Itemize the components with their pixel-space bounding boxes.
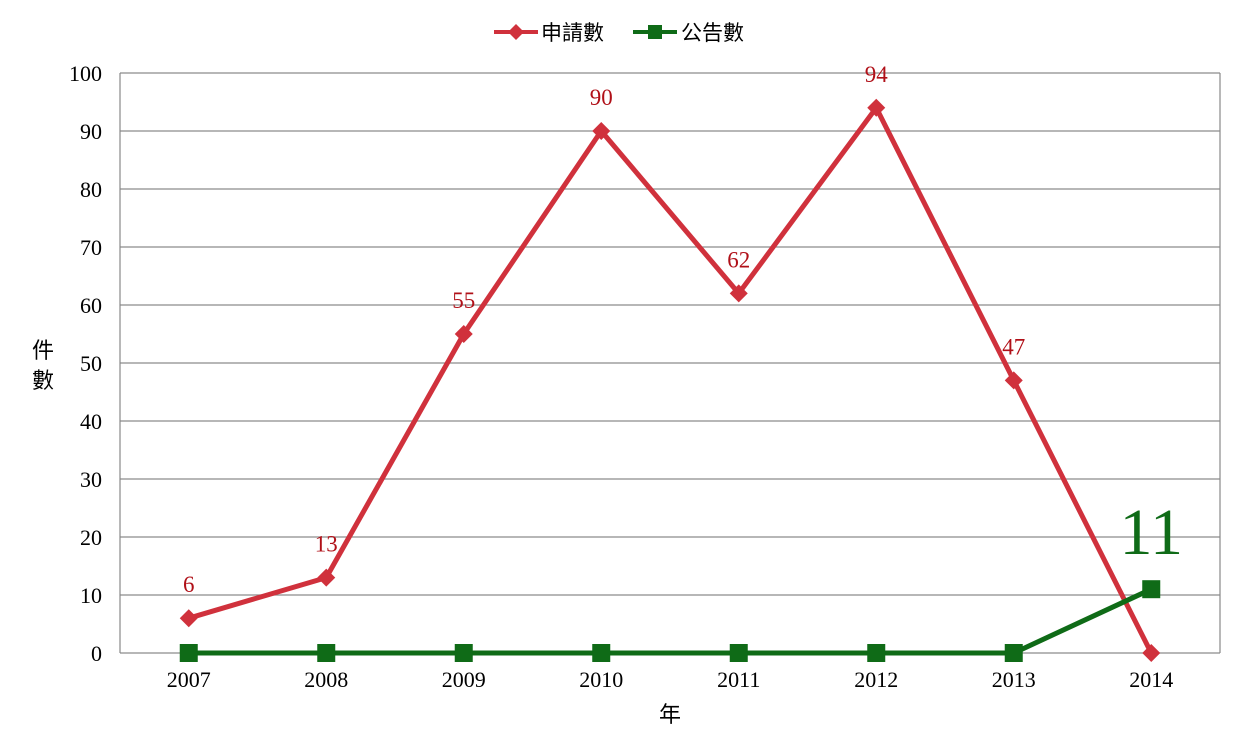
x-tick-label: 2013	[992, 667, 1036, 692]
y-axis-title: 件數	[32, 339, 54, 394]
x-tick-label: 2012	[854, 667, 898, 692]
y-tick-label: 10	[80, 583, 102, 608]
data-point-square	[454, 644, 473, 662]
data-label: 62	[727, 247, 750, 272]
y-axis-title-char: 數	[32, 369, 54, 394]
data-point-diamond	[729, 284, 748, 303]
series-layer	[179, 98, 1161, 662]
data-point-diamond	[1004, 371, 1023, 390]
data-point-square	[592, 644, 611, 662]
data-point-diamond	[1142, 644, 1161, 662]
data-label: 6	[183, 572, 195, 597]
x-tick-label: 2008	[304, 667, 348, 692]
gridlines	[120, 72, 1220, 654]
data-point-diamond	[867, 98, 886, 117]
y-tick-label: 30	[80, 467, 102, 492]
data-point-square	[179, 644, 198, 662]
y-tick-label: 50	[80, 351, 102, 376]
legend-label: 申請數	[541, 21, 604, 45]
legend-label: 公告數	[681, 21, 744, 45]
data-point-diamond	[317, 568, 336, 587]
series-line-1	[188, 586, 1153, 656]
data-point-square	[317, 644, 336, 662]
y-tick-label: 80	[80, 177, 102, 202]
series-line-0	[188, 103, 1154, 655]
data-point-square	[867, 644, 886, 662]
x-tick-label: 2011	[717, 667, 760, 692]
x-axis-ticks: 2007 2008 2009 2010 2011 2012 2013 2014	[167, 667, 1174, 692]
data-labels-layer: 6 13 55 90 62 94 47 11	[183, 62, 1183, 597]
data-label: 47	[1002, 334, 1025, 359]
data-point-diamond	[179, 609, 198, 628]
y-tick-label: 60	[80, 293, 102, 318]
x-tick-label: 2007	[167, 667, 211, 692]
data-point-diamond	[454, 325, 473, 343]
data-label: 90	[590, 85, 613, 110]
x-tick-label: 2010	[579, 667, 623, 692]
y-tick-label: 100	[69, 61, 102, 86]
y-tick-label: 20	[80, 525, 102, 550]
legend-marker-square	[648, 25, 662, 39]
data-point-square	[729, 644, 748, 662]
y-tick-label: 0	[91, 641, 102, 666]
data-label: 55	[452, 288, 475, 313]
data-point-square	[1004, 644, 1023, 662]
legend: 申請數 公告數	[494, 21, 744, 45]
data-point-diamond	[592, 122, 611, 140]
y-axis-title-char: 件	[32, 339, 54, 364]
data-point-square	[1142, 580, 1161, 599]
x-tick-label: 2009	[442, 667, 486, 692]
y-tick-label: 70	[80, 235, 102, 260]
legend-marker-diamond	[508, 24, 524, 40]
y-tick-label: 90	[80, 119, 102, 144]
x-tick-label: 2014	[1129, 667, 1173, 692]
y-axis-ticks: 0 10 20 30 40 50 60 70 80 90 100	[69, 61, 102, 666]
data-label: 13	[315, 532, 338, 557]
y-tick-label: 40	[80, 409, 102, 434]
x-axis-title: 年	[659, 703, 681, 728]
data-label: 94	[865, 62, 889, 87]
data-label: 11	[1119, 496, 1183, 569]
